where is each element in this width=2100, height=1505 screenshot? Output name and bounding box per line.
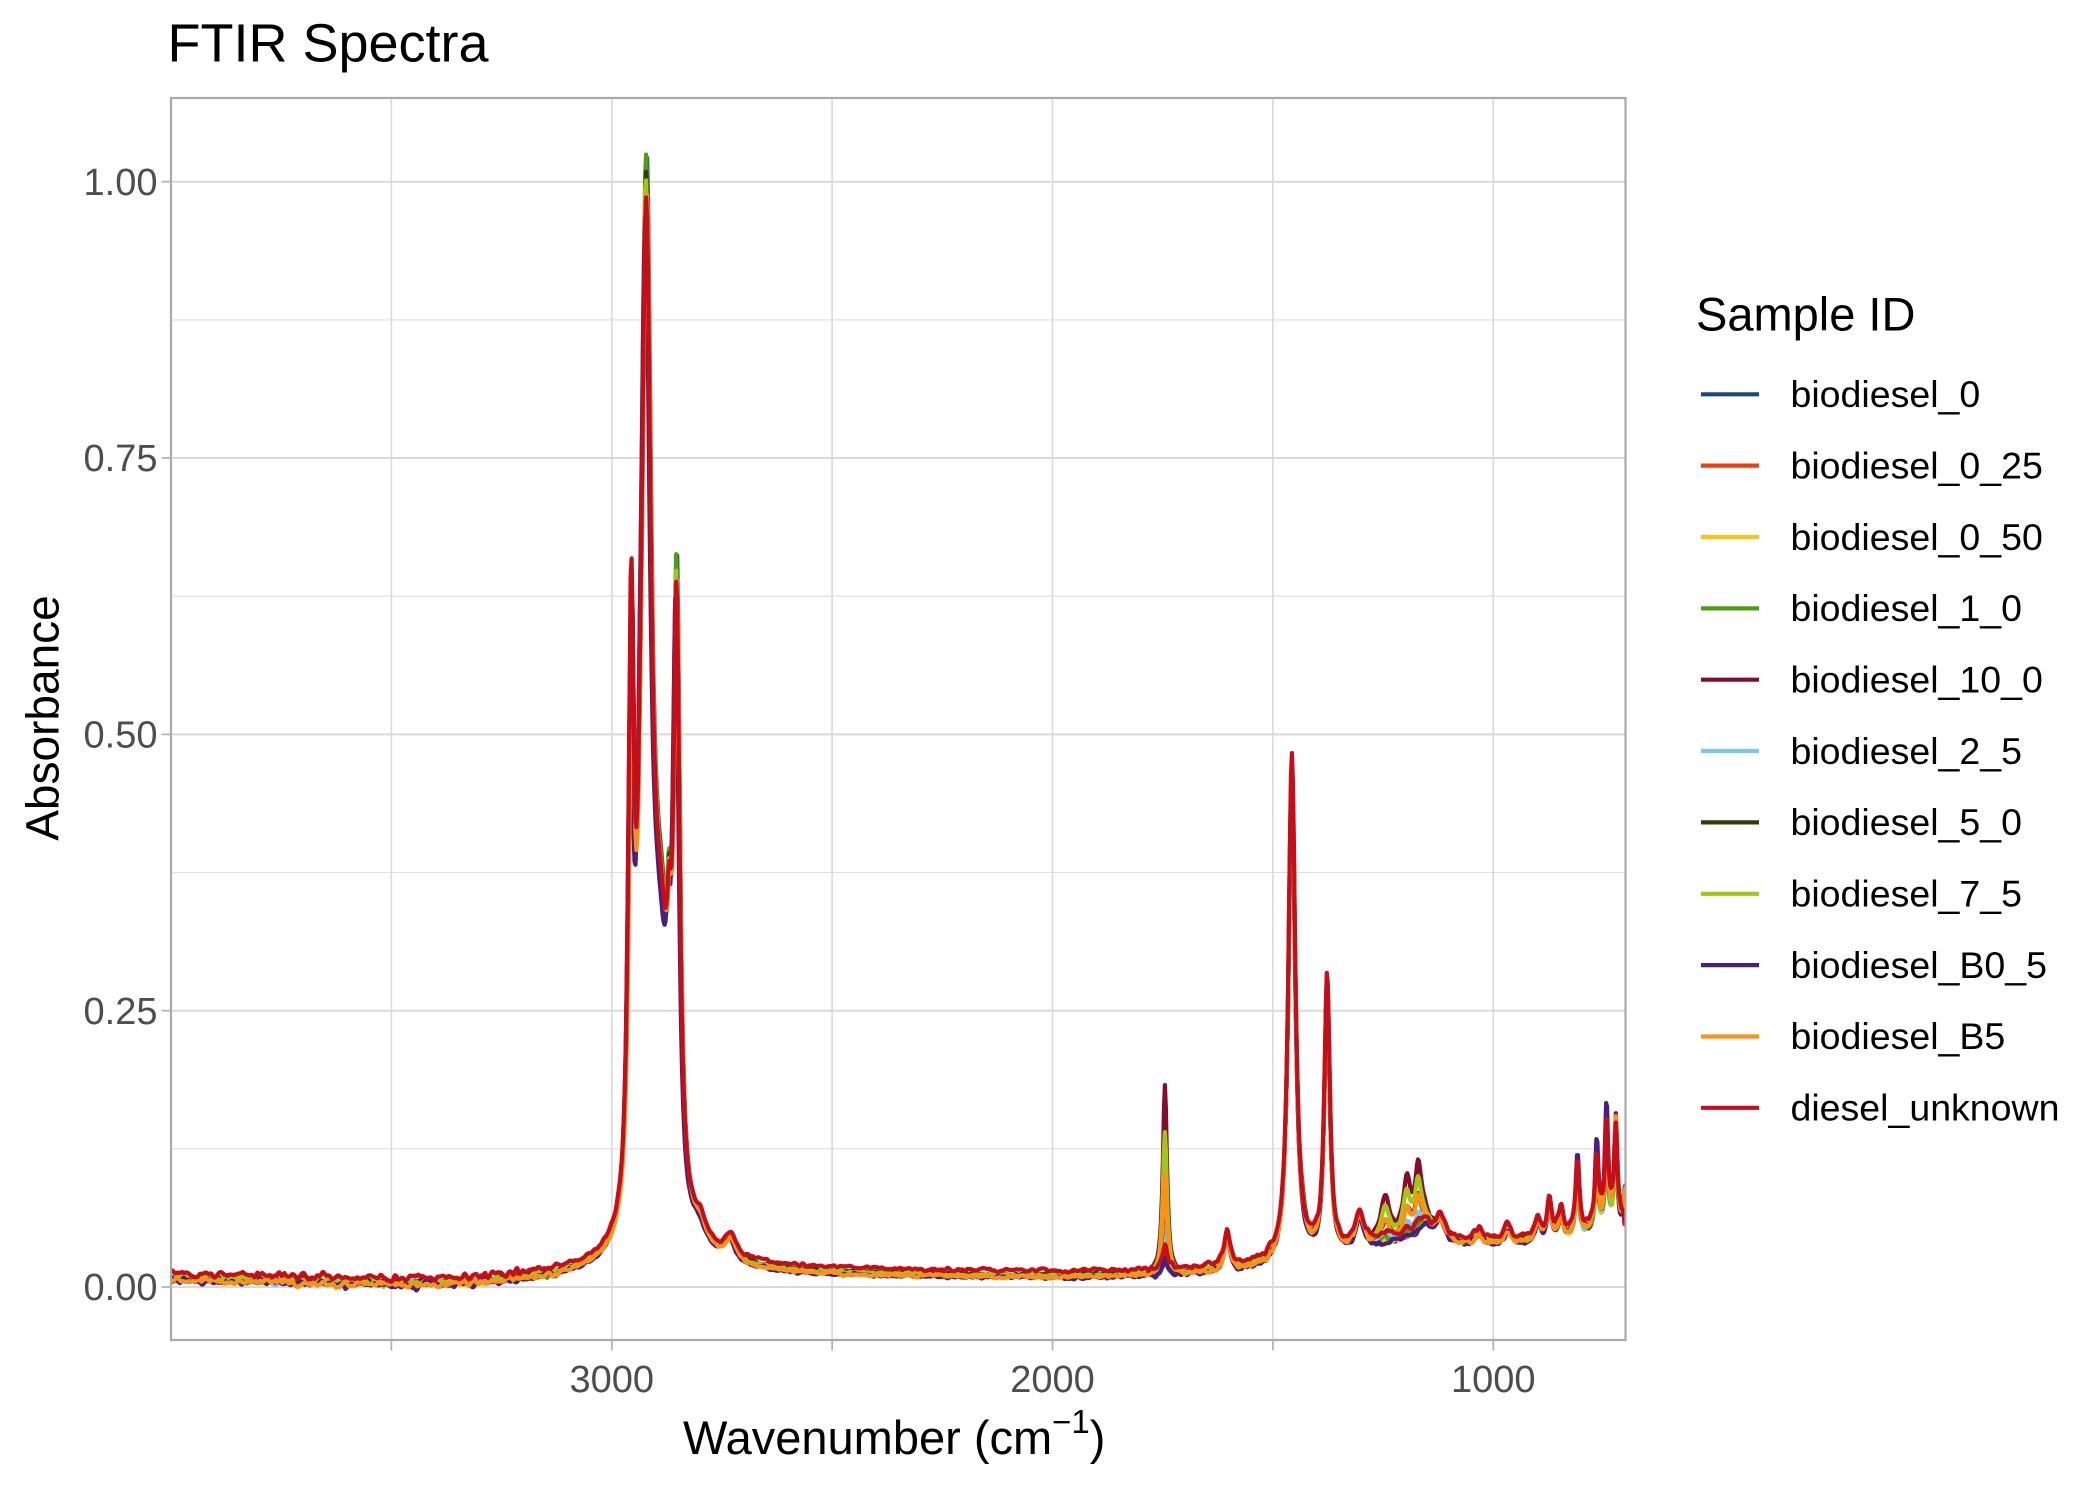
svg-text:biodiesel_B5: biodiesel_B5	[1791, 1015, 2006, 1057]
svg-text:0.75: 0.75	[84, 438, 158, 480]
svg-text:Sample ID: Sample ID	[1696, 288, 1915, 341]
svg-text:diesel_unknown: diesel_unknown	[1791, 1087, 2060, 1129]
svg-text:biodiesel_1_0: biodiesel_1_0	[1791, 587, 2022, 629]
svg-text:1.00: 1.00	[84, 162, 158, 204]
svg-text:biodiesel_0: biodiesel_0	[1791, 373, 1981, 415]
svg-text:biodiesel_10_0: biodiesel_10_0	[1791, 659, 2043, 701]
svg-text:biodiesel_B0_5: biodiesel_B0_5	[1791, 944, 2047, 986]
svg-text:Absorbance: Absorbance	[17, 595, 69, 841]
svg-text:biodiesel_0_50: biodiesel_0_50	[1791, 516, 2043, 558]
svg-text:biodiesel_5_0: biodiesel_5_0	[1791, 801, 2022, 843]
svg-text:1000: 1000	[1451, 1359, 1536, 1401]
svg-text:3000: 3000	[570, 1359, 655, 1401]
svg-text:0.25: 0.25	[84, 991, 158, 1033]
svg-text:Wavenumber (cm−1): Wavenumber (cm−1)	[683, 1403, 1105, 1464]
svg-text:biodiesel_7_5: biodiesel_7_5	[1791, 873, 2022, 915]
svg-text:biodiesel_0_25: biodiesel_0_25	[1791, 444, 2043, 486]
svg-text:2000: 2000	[1010, 1359, 1095, 1401]
svg-text:0.50: 0.50	[84, 715, 158, 757]
svg-text:biodiesel_2_5: biodiesel_2_5	[1791, 730, 2022, 772]
svg-text:0.00: 0.00	[84, 1267, 158, 1309]
svg-text:FTIR Spectra: FTIR Spectra	[168, 14, 490, 74]
